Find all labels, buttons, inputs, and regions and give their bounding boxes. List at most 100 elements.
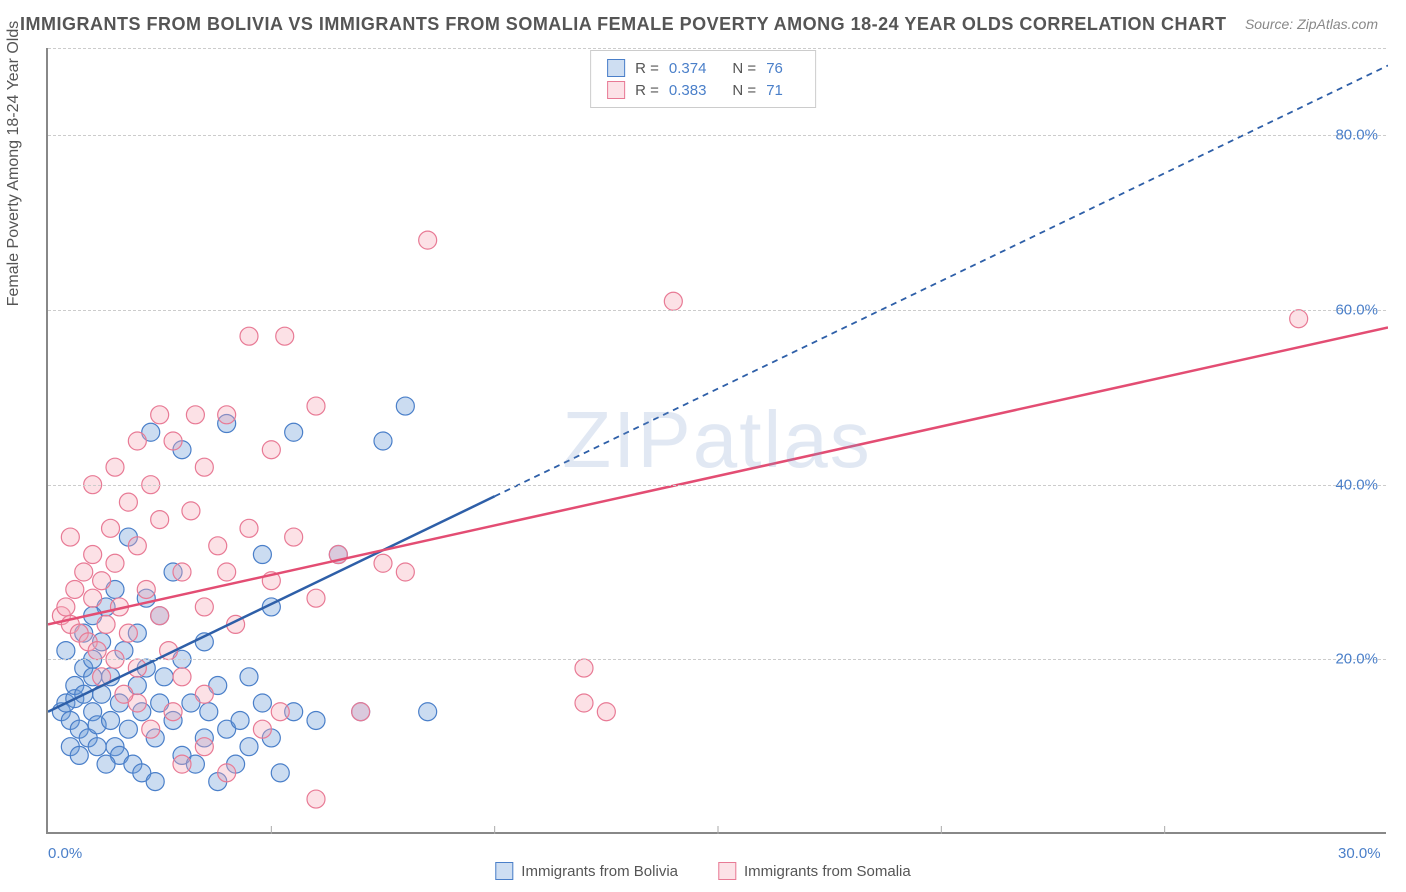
data-point xyxy=(218,764,236,782)
data-point xyxy=(307,790,325,808)
y-tick-label: 60.0% xyxy=(1335,302,1378,319)
legend-swatch xyxy=(607,59,625,77)
data-point xyxy=(396,397,414,415)
data-point xyxy=(253,720,271,738)
data-point xyxy=(173,668,191,686)
data-point xyxy=(119,720,137,738)
data-point xyxy=(575,694,593,712)
data-point xyxy=(173,755,191,773)
data-point xyxy=(195,738,213,756)
legend-series-item: Immigrants from Somalia xyxy=(718,862,911,880)
data-point xyxy=(128,537,146,555)
gridline xyxy=(48,48,1386,49)
data-point xyxy=(164,703,182,721)
data-point xyxy=(597,703,615,721)
data-point xyxy=(61,528,79,546)
data-point xyxy=(253,546,271,564)
data-point xyxy=(374,432,392,450)
gridline xyxy=(48,135,1386,136)
source-citation: Source: ZipAtlas.com xyxy=(1245,16,1378,32)
data-point xyxy=(195,685,213,703)
data-point xyxy=(102,519,120,537)
data-point xyxy=(285,528,303,546)
data-point xyxy=(307,397,325,415)
data-point xyxy=(88,738,106,756)
data-point xyxy=(128,432,146,450)
data-point xyxy=(396,563,414,581)
data-point xyxy=(70,746,88,764)
data-point xyxy=(151,607,169,625)
data-point xyxy=(88,642,106,660)
data-point xyxy=(195,458,213,476)
data-point xyxy=(164,432,182,450)
data-point xyxy=(115,685,133,703)
data-point xyxy=(307,711,325,729)
source-label: Source: xyxy=(1245,16,1293,32)
data-point xyxy=(66,580,84,598)
data-point xyxy=(106,458,124,476)
data-point xyxy=(664,292,682,310)
data-point xyxy=(262,441,280,459)
x-tick-label: 0.0% xyxy=(48,845,82,862)
data-point xyxy=(97,615,115,633)
data-point xyxy=(119,624,137,642)
data-point xyxy=(218,563,236,581)
r-value: 0.383 xyxy=(669,82,707,99)
data-point xyxy=(186,406,204,424)
data-point xyxy=(240,327,258,345)
data-point xyxy=(142,720,160,738)
y-tick-label: 80.0% xyxy=(1335,127,1378,144)
trend-line-dashed xyxy=(495,65,1388,496)
gridline xyxy=(48,310,1386,311)
data-point xyxy=(307,589,325,607)
y-tick-label: 20.0% xyxy=(1335,651,1378,668)
data-point xyxy=(374,554,392,572)
legend-series-label: Immigrants from Somalia xyxy=(744,863,911,880)
chart-svg xyxy=(48,48,1388,834)
data-point xyxy=(146,773,164,791)
legend-series: Immigrants from Bolivia Immigrants from S… xyxy=(495,862,910,880)
data-point xyxy=(240,668,258,686)
data-point xyxy=(84,589,102,607)
data-point xyxy=(276,327,294,345)
trend-line xyxy=(48,327,1388,624)
data-point xyxy=(253,694,271,712)
data-point xyxy=(231,711,249,729)
data-point xyxy=(93,572,111,590)
data-point xyxy=(352,703,370,721)
data-point xyxy=(285,423,303,441)
data-point xyxy=(271,764,289,782)
data-point xyxy=(575,659,593,677)
data-point xyxy=(419,703,437,721)
n-value: 76 xyxy=(766,60,783,77)
legend-series-item: Immigrants from Bolivia xyxy=(495,862,678,880)
legend-correlation-row: R =0.374N =76 xyxy=(607,57,799,79)
data-point xyxy=(106,554,124,572)
source-value: ZipAtlas.com xyxy=(1297,16,1378,32)
data-point xyxy=(209,537,227,555)
legend-swatch xyxy=(718,862,736,880)
data-point xyxy=(173,563,191,581)
data-point xyxy=(137,580,155,598)
data-point xyxy=(57,598,75,616)
data-point xyxy=(119,493,137,511)
y-tick-label: 40.0% xyxy=(1335,476,1378,493)
data-point xyxy=(151,406,169,424)
n-value: 71 xyxy=(766,82,783,99)
data-point xyxy=(240,738,258,756)
n-label: N = xyxy=(732,82,756,99)
data-point xyxy=(218,406,236,424)
n-label: N = xyxy=(732,60,756,77)
data-point xyxy=(84,546,102,564)
gridline xyxy=(48,659,1386,660)
x-tick-label: 30.0% xyxy=(1338,845,1381,862)
plot-area: ZIPatlas 20.0%40.0%60.0%80.0%0.0%30.0% xyxy=(46,48,1386,834)
legend-correlation: R =0.374N =76R =0.383N =71 xyxy=(590,50,816,108)
data-point xyxy=(57,642,75,660)
data-point xyxy=(102,711,120,729)
legend-swatch xyxy=(495,862,513,880)
data-point xyxy=(75,563,93,581)
gridline xyxy=(48,485,1386,486)
r-value: 0.374 xyxy=(669,60,707,77)
legend-correlation-row: R =0.383N =71 xyxy=(607,79,799,101)
